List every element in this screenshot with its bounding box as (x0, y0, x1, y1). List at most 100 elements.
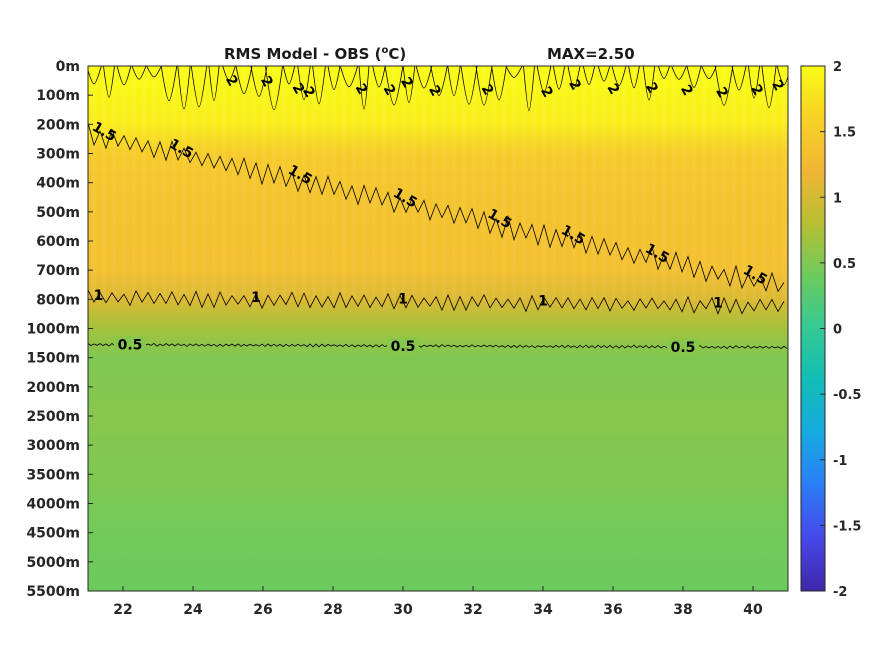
contour-line-2 (235, 66, 253, 95)
contour-label: 1 (398, 292, 408, 308)
texture-stripe (572, 66, 576, 300)
contour-line-2 (597, 66, 611, 82)
texture-stripe (282, 66, 286, 300)
texture-stripe (682, 66, 686, 300)
y-tick-label: 1000m (26, 322, 80, 338)
y-tick-label: 0m (56, 59, 80, 75)
x-axis-ticks: 22 24 26 28 30 32 34 36 38 40 (113, 586, 763, 618)
y-tick-label: 3000m (26, 438, 80, 454)
max-label: MAX=2.50 (547, 45, 635, 63)
x-tick-label: 34 (533, 602, 553, 618)
y-tick-label: 300m (36, 147, 80, 163)
texture-stripe (402, 66, 406, 300)
texture-stripe (252, 66, 256, 300)
y-tick-label: 1500m (26, 351, 80, 367)
chart-title: RMS Model - OBS (oC) (224, 45, 406, 63)
chart-title-main: RMS Model - OBS ( (224, 45, 382, 63)
contour-line-2 (536, 66, 552, 93)
texture-stripe (322, 66, 326, 300)
x-tick-label: 32 (463, 602, 482, 618)
x-tick-label: 36 (603, 602, 622, 618)
texture-stripe (332, 66, 336, 300)
texture-stripe (142, 66, 146, 300)
colorbar-tick-label: -2 (833, 585, 847, 600)
contour-line-2 (475, 66, 493, 106)
heatmap-texture (92, 66, 786, 300)
texture-stripe (582, 66, 586, 300)
contour-line-2 (103, 66, 115, 98)
contour-line-2 (491, 66, 507, 101)
contour-label-bg (114, 336, 146, 354)
texture-stripe (712, 66, 716, 300)
texture-stripe (442, 66, 446, 300)
contour-line-2 (671, 66, 687, 80)
contour-line-2 (415, 66, 433, 89)
contour-line-2 (714, 66, 734, 106)
y-tick-label: 3500m (26, 467, 80, 483)
contour-line-2 (447, 66, 461, 97)
texture-stripe (152, 66, 156, 300)
y-tick-label: 800m (36, 292, 80, 308)
texture-stripe (222, 66, 226, 300)
texture-stripe (592, 66, 596, 300)
y-tick-label: 2500m (26, 409, 80, 425)
contour-line-2 (131, 66, 147, 80)
contour-line-2 (776, 66, 788, 86)
contour-line-2 (567, 66, 581, 90)
texture-stripe (562, 66, 566, 300)
texture-stripe (512, 66, 516, 300)
contour-label: 0.5 (118, 338, 143, 354)
texture-stripe (642, 66, 646, 300)
contour-line-1.5 (88, 122, 785, 293)
texture-stripe (502, 66, 506, 300)
texture-stripe (392, 66, 396, 300)
contour-line-2 (327, 66, 341, 91)
y-tick-label: 200m (36, 117, 80, 133)
colorbar-tick-label: 0 (833, 323, 842, 338)
contour-line-2 (628, 66, 640, 89)
contour-label: 1 (94, 288, 104, 304)
contour-line-2 (312, 66, 326, 105)
texture-stripe (432, 66, 436, 300)
y-tick-label: 700m (36, 263, 80, 279)
y-tick-label: 5000m (26, 555, 80, 571)
contour-line-2 (402, 66, 416, 104)
contour-line-2 (761, 66, 777, 109)
x-tick-label: 22 (113, 602, 132, 618)
colorbar-tick-label: -1 (833, 454, 847, 469)
texture-stripe (472, 66, 476, 300)
texture-stripe (742, 66, 746, 300)
texture-stripe (92, 66, 96, 300)
contour-line-2 (553, 66, 565, 90)
contour-line-2 (208, 66, 220, 102)
contour-line-2 (611, 66, 627, 87)
contour-line-2 (190, 66, 208, 108)
contour-line-2 (250, 66, 268, 97)
y-tick-label: 600m (36, 234, 80, 250)
x-tick-label: 26 (253, 602, 272, 618)
contour-line-2 (282, 66, 296, 85)
x-tick-label: 30 (393, 602, 413, 618)
colorbar-tick-label: 2 (833, 60, 842, 75)
contour-line-2 (430, 66, 448, 97)
texture-stripe (522, 66, 526, 300)
chart-title-unit: C) (388, 45, 406, 63)
texture-stripe (772, 66, 776, 300)
contour-line-2 (384, 66, 404, 106)
texture-stripe (122, 66, 126, 300)
texture-stripe (692, 66, 696, 300)
texture-stripe (192, 66, 196, 300)
texture-stripe (352, 66, 356, 300)
y-tick-label: 5500m (26, 584, 80, 600)
x-tick-label: 40 (743, 602, 763, 618)
y-tick-label: 500m (36, 205, 80, 221)
y-axis-ticks: 0m 100m 200m 300m 400m 500m 600m 700m 800m 1000m 1… (26, 59, 93, 600)
contour-line-2 (339, 66, 359, 88)
texture-stripe (732, 66, 736, 300)
y-tick-label: 2000m (26, 380, 80, 396)
texture-stripe (362, 66, 366, 300)
texture-stripe (622, 66, 626, 300)
contour-line-2 (658, 66, 670, 79)
contour-line-2 (642, 66, 656, 101)
